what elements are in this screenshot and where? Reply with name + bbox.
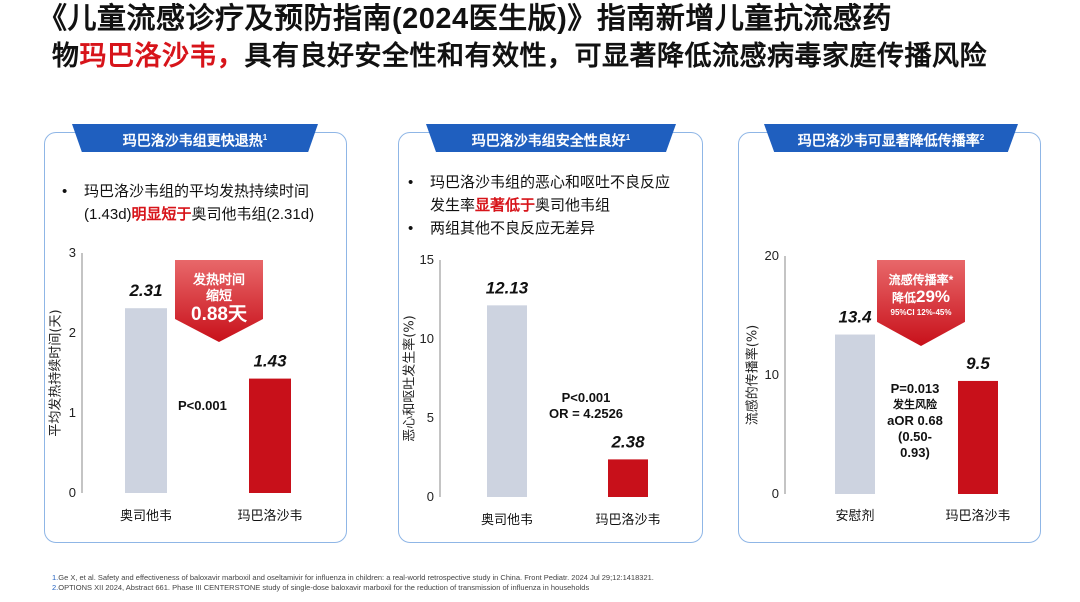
reference-item: 2.OPTIONS XII 2024, Abstract 661. Phase …	[52, 583, 654, 593]
bullet-text: 两组其他不良反应无差异	[430, 220, 596, 237]
slide-title-line1: 《儿童流感诊疗及预防指南(2024医生版)》指南新增儿童抗流感药	[38, 3, 892, 35]
title-text: 物	[52, 41, 80, 71]
bullet-highlight: 明显短于	[131, 206, 192, 223]
title-highlight: 玛巴洛沙韦，	[79, 41, 245, 71]
title-text: 具有良好安全性和有效性，可显著降低流感病毒家庭传播风险	[244, 41, 987, 71]
reference-number: 1.	[52, 573, 59, 582]
note-text: 发生风险	[893, 399, 937, 411]
bullet-text: (1.43d)	[84, 206, 132, 223]
ci-text: 0.93)	[900, 445, 930, 460]
reference-text: OPTIONS XII 2024, Abstract 661. Phase II…	[58, 583, 590, 592]
bullet-text: 玛巴洛沙韦组的平均发热持续时间	[84, 183, 310, 200]
tab-label: 玛巴洛沙韦组更快退热	[122, 132, 263, 149]
bullet-list: 玛巴洛沙韦组的平均发热持续时间 (1.43d)明显短于奥司他韦组(2.31d)	[58, 180, 314, 226]
reference-number: 2.	[52, 583, 59, 592]
callout-value: 0.88天	[191, 304, 247, 325]
tab-ref: 1	[625, 133, 631, 142]
callout-text: 缩短	[205, 288, 232, 303]
reference-item: 1.Ge X, et al. Safety and effectiveness …	[52, 573, 654, 583]
callout-text: 降低	[891, 291, 916, 305]
p-value: P<0.001	[178, 398, 227, 413]
bullet-item: 两组其他不良反应无差异	[404, 217, 670, 240]
panel-tab-transmission: 玛巴洛沙韦可显著降低传播率2	[764, 124, 1018, 152]
reference-text: Ge X, et al. Safety and effectiveness of…	[58, 573, 654, 582]
bullet-highlight: 显著低于	[475, 197, 536, 214]
tab-label: 玛巴洛沙韦组安全性良好	[471, 132, 626, 149]
p-value: P<0.001	[561, 390, 611, 405]
callout-value: 29%	[915, 287, 951, 306]
bullet-text: 奥司他韦组(2.31d)	[191, 206, 315, 223]
tab-label: 玛巴洛沙韦可显著降低传播率	[797, 132, 980, 149]
statistics-note: P=0.013 发生风险 aOR 0.68 (0.50- 0.93)	[880, 381, 950, 461]
bullet-text: 奥司他韦组	[535, 197, 611, 214]
callout-text: 流感传播率*	[888, 273, 954, 287]
slide-title-line2: 物玛巴洛沙韦，具有良好安全性和有效性，可显著降低流感病毒家庭传播风险	[52, 40, 987, 72]
bullet-text: 玛巴洛沙韦组的恶心和呕吐不良反应	[430, 174, 671, 191]
panel-tab-safety: 玛巴洛沙韦组安全性良好1	[426, 124, 676, 152]
bullet-item: 玛巴洛沙韦组的平均发热持续时间 (1.43d)明显短于奥司他韦组(2.31d)	[58, 180, 314, 226]
odds-ratio: OR = 4.2526	[548, 406, 624, 421]
callout-ci: 95%CI 12%-45%	[890, 308, 952, 317]
p-value: P=0.013	[890, 381, 940, 396]
bullet-text: 发生率	[430, 197, 476, 214]
callout-text: 发热时间	[192, 272, 245, 287]
ci-text: (0.50-	[898, 429, 932, 444]
references: 1.Ge X, et al. Safety and effectiveness …	[52, 573, 654, 593]
panel-tab-fever: 玛巴洛沙韦组更快退热1	[72, 124, 318, 152]
panel-transmission	[738, 132, 1041, 543]
tab-ref: 1	[262, 133, 268, 142]
tab-ref: 2	[979, 133, 985, 142]
odds-ratio: aOR 0.68	[887, 413, 943, 428]
statistics-note: P<0.001 OR = 4.2526	[536, 390, 636, 422]
